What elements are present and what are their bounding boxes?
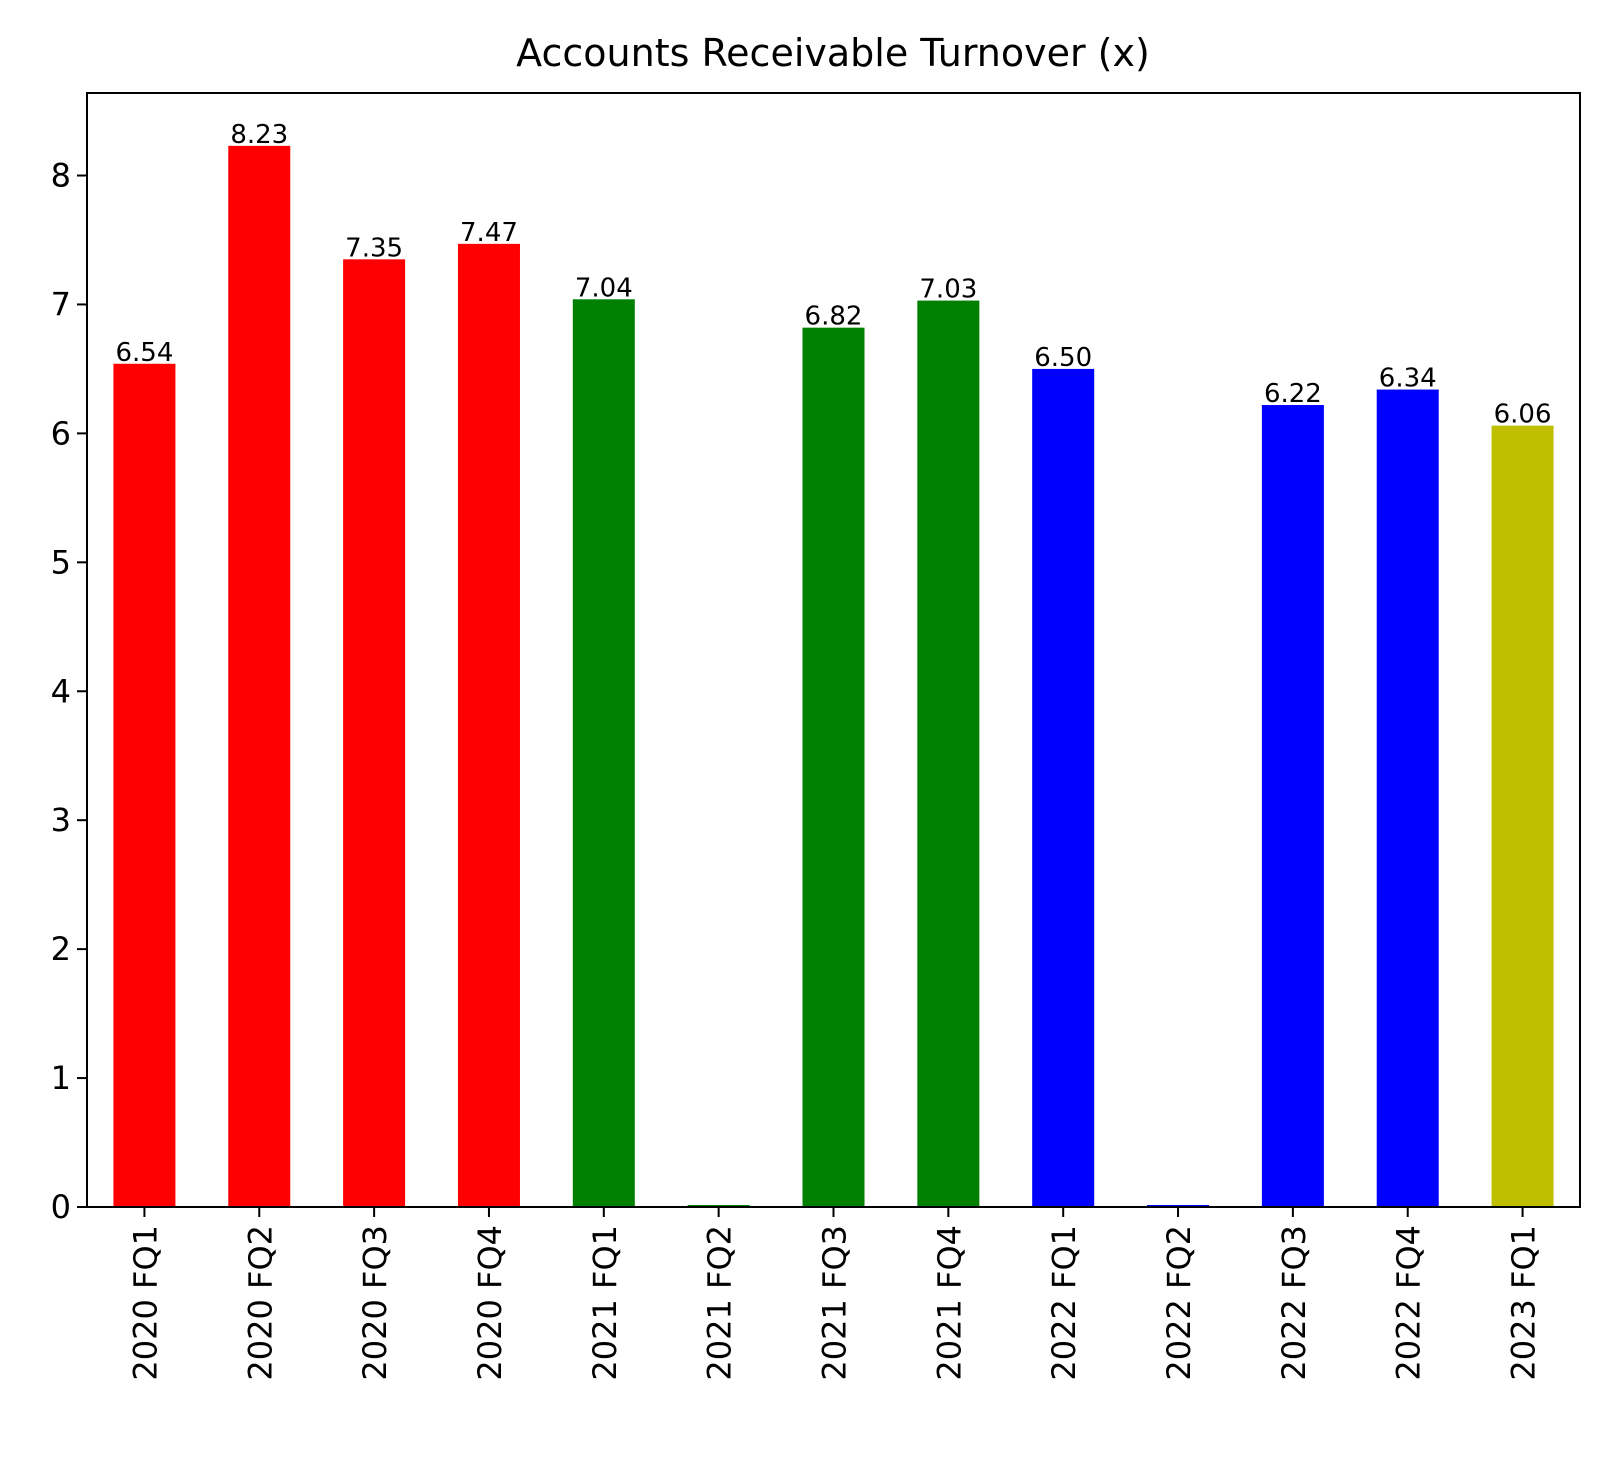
bar-2020-fq2 (228, 145, 291, 1208)
x-tick-label: 2021 FQ2 (701, 1225, 739, 1381)
x-tick-label: 2021 FQ3 (816, 1225, 854, 1381)
data-label: 6.06 (1494, 400, 1552, 430)
x-tick-label: 2023 FQ1 (1505, 1225, 1543, 1381)
bar-2022-fq1 (1032, 368, 1095, 1208)
y-axis: 0 1 2 3 4 5 6 7 8 (51, 157, 87, 1226)
y-tick-label: 5 (51, 543, 71, 581)
chart-title: Accounts Receivable Turnover (x) (516, 31, 1150, 75)
x-tick-label: 2020 FQ4 (471, 1225, 509, 1381)
bar-2020-fq1 (113, 363, 176, 1207)
x-tick-label: 2021 FQ1 (586, 1225, 624, 1381)
bar-2021-fq4 (917, 300, 980, 1207)
data-label: 7.47 (460, 218, 518, 248)
data-label: 6.22 (1264, 379, 1322, 409)
bar-2020-fq4 (457, 243, 520, 1207)
bar-2022-fq4 (1376, 389, 1439, 1208)
y-tick-label: 8 (51, 157, 71, 195)
x-tick-label: 2022 FQ3 (1275, 1225, 1313, 1381)
x-tick-label: 2022 FQ4 (1390, 1225, 1428, 1381)
bar-2022-fq3 (1261, 405, 1324, 1207)
bars-group (113, 145, 1554, 1208)
y-tick-label: 7 (51, 285, 71, 323)
data-label: 7.04 (575, 273, 633, 303)
data-label: 7.35 (345, 233, 403, 263)
bar-2020-fq3 (343, 259, 406, 1207)
x-tick-label: 2022 FQ2 (1160, 1225, 1198, 1381)
plot-frame (86, 92, 1581, 1208)
bar-2023-fq1 (1491, 425, 1554, 1207)
y-tick-label: 6 (51, 414, 71, 452)
data-label: 6.54 (115, 338, 173, 368)
x-axis: 2020 FQ1 2020 FQ2 2020 FQ3 2020 FQ4 2021 FQ1… (126, 1207, 1543, 1381)
x-tick-label: 2022 FQ1 (1045, 1225, 1083, 1381)
x-tick-label: 2020 FQ2 (241, 1225, 279, 1381)
bar-2021-fq3 (802, 327, 865, 1207)
y-tick-label: 2 (51, 930, 71, 968)
x-tick-label: 2020 FQ3 (356, 1225, 394, 1381)
x-tick-label: 2021 FQ4 (930, 1225, 968, 1381)
data-label: 6.34 (1379, 364, 1437, 394)
data-label: 8.23 (230, 120, 288, 150)
y-tick-label: 4 (51, 672, 71, 710)
data-labels-group: 6.54 8.23 7.35 7.47 7.04 6.82 7.03 6.50 6.22 6.34… (115, 120, 1551, 430)
y-tick-label: 3 (51, 801, 71, 839)
x-tick-label: 2020 FQ1 (126, 1225, 164, 1381)
bar-2021-fq1 (572, 299, 635, 1208)
data-label: 7.03 (919, 275, 977, 305)
data-label: 6.50 (1034, 343, 1092, 373)
y-tick-label: 1 (51, 1059, 71, 1097)
y-tick-label: 0 (51, 1188, 71, 1226)
data-label: 6.82 (805, 302, 863, 332)
